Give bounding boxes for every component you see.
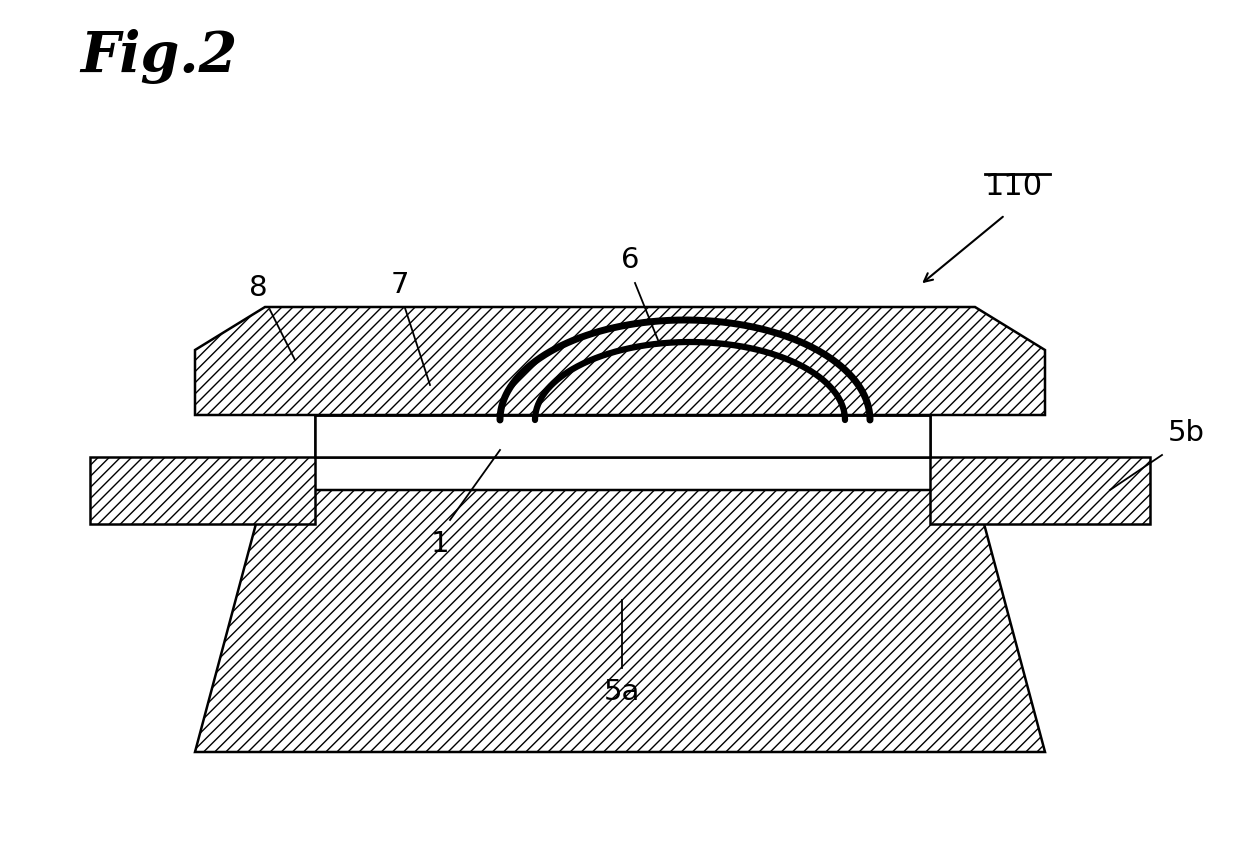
Text: 1: 1 xyxy=(430,530,449,558)
Text: Fig.2: Fig.2 xyxy=(81,29,237,84)
Polygon shape xyxy=(195,307,1045,415)
Text: 5b: 5b xyxy=(1168,419,1205,447)
Polygon shape xyxy=(315,415,930,457)
Text: 6: 6 xyxy=(621,246,640,274)
Text: 7: 7 xyxy=(391,271,409,299)
Polygon shape xyxy=(315,415,930,457)
Text: 8: 8 xyxy=(249,274,268,302)
Polygon shape xyxy=(195,490,1045,752)
Polygon shape xyxy=(930,457,1149,524)
Text: 110: 110 xyxy=(985,172,1043,201)
Text: 5a: 5a xyxy=(604,678,640,706)
Polygon shape xyxy=(91,457,315,524)
